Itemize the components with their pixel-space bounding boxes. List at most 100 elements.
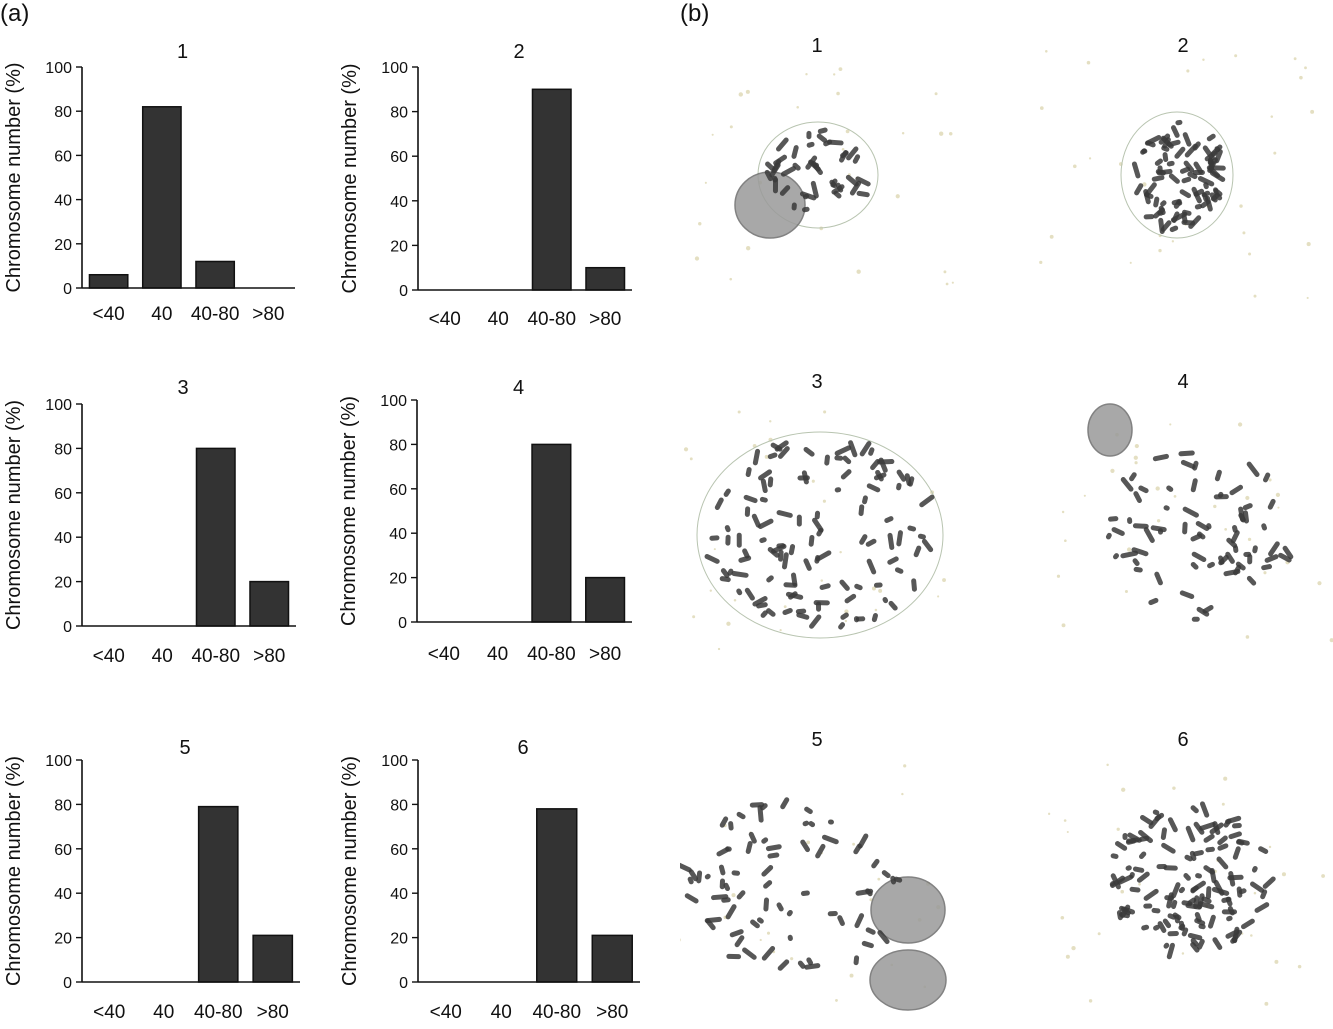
chromosome (1140, 814, 1154, 826)
chromosome (1174, 914, 1180, 924)
debris-dot (1202, 58, 1205, 61)
chromosome (1181, 213, 1188, 224)
chromosome (1170, 125, 1180, 138)
chromosome (724, 525, 731, 533)
x-tick-label: <40 (429, 309, 461, 330)
chromosome (921, 538, 934, 553)
chromosome (719, 816, 729, 828)
chromosome (1195, 520, 1210, 531)
y-tick-label: 20 (54, 575, 72, 592)
chromosome (913, 545, 922, 558)
debris-dot (874, 608, 878, 612)
debris-dot (822, 499, 826, 503)
chromosome (1206, 133, 1216, 142)
chromosome (827, 910, 838, 917)
debris-dot (1317, 581, 1322, 586)
chromosome (1198, 901, 1215, 910)
chromosome (1162, 918, 1172, 929)
chromosome (752, 596, 768, 607)
chromosome (1111, 527, 1125, 536)
debris-dot (1045, 50, 1048, 53)
chromosome (814, 555, 821, 564)
debris-dot (1134, 443, 1139, 449)
debris-dot (1297, 964, 1302, 969)
chromosome (1238, 512, 1246, 523)
bar->80 (585, 576, 626, 623)
image-label: 1 (811, 35, 822, 57)
chromosome (704, 916, 722, 924)
chromosome (1228, 871, 1236, 887)
chromosome (814, 510, 821, 520)
y-tick-label: 40 (389, 526, 407, 543)
y-tick-label: 60 (390, 842, 408, 859)
chromosome (1183, 160, 1195, 173)
bar-chart-5: 5 Chromosome number (%) 0 20 40 60 80 100 <40 40 4… (3, 737, 300, 1023)
chromosome (1185, 903, 1202, 910)
chromosome (1132, 523, 1149, 529)
chromosome (1185, 825, 1196, 843)
chromosome (1175, 119, 1183, 126)
chromosome (736, 890, 746, 900)
y-tick-label: 20 (390, 931, 408, 948)
y-axis-label: Chromosome number (%) (3, 62, 25, 292)
chromosome (887, 532, 895, 550)
chromosome (1125, 865, 1132, 871)
chromosome (1217, 835, 1228, 846)
chromosome (687, 876, 694, 885)
chromosome (1262, 876, 1276, 889)
chromosome (704, 873, 711, 880)
debris-dot (937, 595, 940, 598)
chromosome (1198, 923, 1206, 930)
y-tick-label: 100 (45, 753, 72, 770)
chromosome (1195, 873, 1202, 879)
chromosome (846, 146, 859, 161)
chromosome (765, 844, 782, 852)
x-tick-label: <40 (428, 644, 460, 665)
chromosome (1120, 550, 1139, 559)
chromosome (1105, 532, 1112, 540)
x-tick-label: 40-80 (527, 309, 576, 330)
chromosome (1132, 866, 1145, 873)
chromosome (1182, 132, 1192, 147)
chromosome (1261, 564, 1273, 571)
debris-dot (1268, 845, 1272, 849)
x-tick-label: >80 (253, 646, 285, 667)
chromosome (1228, 831, 1242, 840)
debris-dot (1116, 827, 1120, 831)
x-tick-label: >80 (252, 304, 284, 325)
image-label: 4 (1177, 371, 1188, 393)
chromosome (1246, 461, 1260, 477)
chromosome (816, 528, 824, 537)
chromosome (714, 497, 724, 511)
y-tick-label: 100 (45, 397, 72, 414)
debris-dot (759, 938, 762, 942)
chromosome (1251, 865, 1258, 873)
chromosome (757, 518, 774, 530)
chart-title: 5 (179, 737, 190, 759)
chromosome (802, 193, 810, 200)
chromosome (911, 578, 917, 592)
chromosome (1203, 833, 1215, 843)
chromosome (780, 166, 797, 177)
y-tick-label: 20 (389, 571, 407, 588)
image-label: 6 (1177, 729, 1188, 751)
debris-dot (1186, 69, 1190, 73)
y-tick-label: 60 (54, 148, 72, 165)
selection-outline (696, 431, 944, 639)
y-tick-label: 80 (390, 105, 408, 122)
chromosome (804, 806, 813, 815)
chromosome (1209, 867, 1217, 884)
debris-dot (1039, 260, 1043, 265)
chromosome (1162, 152, 1169, 163)
chromosome (1116, 910, 1123, 921)
x-tick-label: 40 (491, 1002, 512, 1023)
chromosome (857, 833, 869, 849)
chromosome (802, 820, 810, 827)
selection-outline (1120, 111, 1234, 239)
chromosome (1187, 932, 1203, 941)
chromosome (743, 494, 758, 504)
debris-dot (1263, 571, 1267, 575)
interphase-nucleus (1087, 403, 1133, 457)
chromosome (766, 575, 774, 583)
debris-dot (1134, 461, 1138, 465)
